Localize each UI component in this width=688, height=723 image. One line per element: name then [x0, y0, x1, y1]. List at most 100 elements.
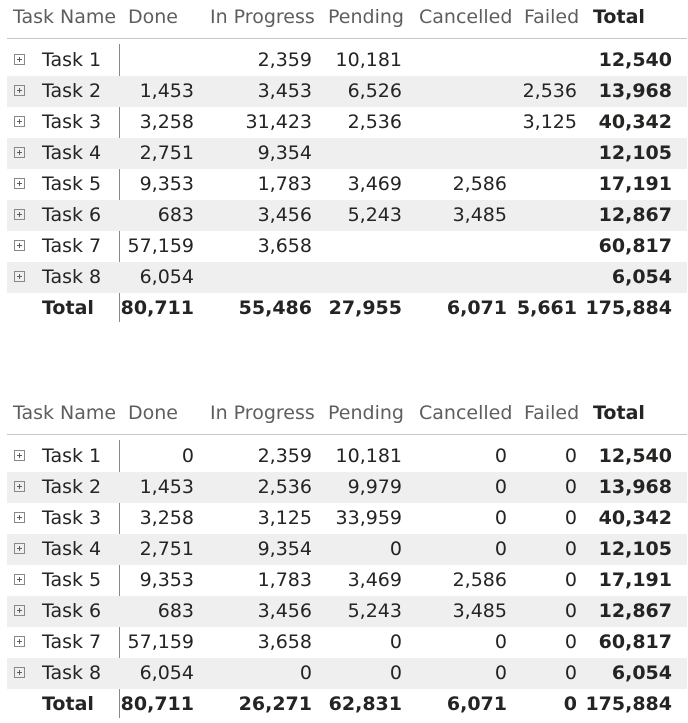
totals-label: Total	[42, 693, 94, 715]
header-pending[interactable]: Pending	[328, 402, 404, 424]
expand-plus-icon[interactable]	[14, 240, 25, 251]
cell-failed: 0	[564, 662, 577, 684]
header-failed[interactable]: Failed	[524, 402, 580, 424]
cell-cancelled: 2,586	[452, 173, 507, 195]
expand-plus-icon[interactable]	[14, 54, 25, 65]
cell-pending: 0	[389, 631, 402, 653]
total-failed: 5,661	[516, 297, 577, 319]
cell-done: 6,054	[139, 266, 194, 288]
row-label: Task 3	[42, 111, 102, 133]
total-failed: 0	[563, 693, 577, 715]
expand-plus-icon[interactable]	[14, 116, 25, 127]
cell-pending: 6,526	[347, 80, 402, 102]
totals-row: Total 80,711 55,486 27,955 6,071 5,661 175,884	[7, 293, 687, 325]
cell-done: 9,353	[139, 173, 194, 195]
cell-cancelled: 0	[494, 662, 507, 684]
cell-pending: 0	[389, 662, 402, 684]
cell-cancelled: 3,485	[452, 204, 507, 226]
row-label: Task 4	[42, 142, 102, 164]
column-header-row: Task Name Done In Progress Pending Cance…	[7, 396, 687, 435]
cell-failed: 0	[564, 569, 577, 591]
cell-total: 12,867	[598, 204, 672, 226]
cell-in-progress: 31,423	[245, 111, 312, 133]
cell-done: 57,159	[127, 235, 194, 257]
header-task-name[interactable]: Task Name	[13, 402, 117, 424]
expand-plus-icon[interactable]	[14, 450, 25, 461]
cell-done: 683	[157, 204, 194, 226]
matrix-visual-1: Task Name Done In Progress Pending Cance…	[0, 0, 688, 325]
row-label: Task 7	[42, 631, 102, 653]
row-label: Task 1	[42, 49, 102, 71]
table-row: Task 4 2,751 9,354 12,105	[7, 138, 687, 169]
expand-plus-icon[interactable]	[14, 636, 25, 647]
column-header-row: Task Name Done In Progress Pending Cance…	[7, 0, 687, 39]
cell-failed: 0	[564, 445, 577, 467]
row-label: Task 8	[42, 266, 102, 288]
cell-in-progress: 2,359	[257, 49, 312, 71]
header-cancelled[interactable]: Cancelled	[419, 6, 513, 28]
expand-plus-icon[interactable]	[14, 271, 25, 282]
total-total: 175,884	[585, 297, 672, 319]
cell-in-progress: 2,536	[257, 476, 312, 498]
cell-failed: 0	[564, 631, 577, 653]
matrix-visual-2: Task Name Done In Progress Pending Cance…	[0, 396, 688, 721]
header-in-progress[interactable]: In Progress	[210, 6, 315, 28]
expand-plus-icon[interactable]	[14, 667, 25, 678]
cell-pending: 9,979	[347, 476, 402, 498]
table-row: Task 1 0 2,359 10,181 0 0 12,540	[7, 441, 687, 472]
cell-in-progress: 3,125	[257, 507, 312, 529]
cell-in-progress: 2,359	[257, 445, 312, 467]
cell-failed: 2,536	[522, 80, 577, 102]
header-total[interactable]: Total	[593, 6, 645, 28]
header-done[interactable]: Done	[128, 6, 178, 28]
header-done[interactable]: Done	[128, 402, 178, 424]
cell-done: 1,453	[139, 80, 194, 102]
cell-in-progress: 3,658	[257, 631, 312, 653]
cell-pending: 5,243	[347, 600, 402, 622]
cell-done: 6,054	[139, 662, 194, 684]
row-label: Task 5	[42, 569, 102, 591]
cell-total: 60,817	[598, 235, 672, 257]
expand-plus-icon[interactable]	[14, 543, 25, 554]
total-in-progress: 55,486	[238, 297, 312, 319]
cell-in-progress: 0	[299, 662, 312, 684]
total-cancelled: 6,071	[446, 693, 507, 715]
cell-in-progress: 3,658	[257, 235, 312, 257]
cell-pending: 33,959	[335, 507, 402, 529]
total-done: 80,711	[120, 693, 194, 715]
row-header-divider	[119, 440, 120, 718]
cell-cancelled: 2,586	[452, 569, 507, 591]
expand-plus-icon[interactable]	[14, 147, 25, 158]
row-label: Task 1	[42, 445, 102, 467]
total-pending: 27,955	[328, 297, 402, 319]
table-row: Task 6 683 3,456 5,243 3,485 12,867	[7, 200, 687, 231]
expand-plus-icon[interactable]	[14, 481, 25, 492]
matrix-body: Task 1 0 2,359 10,181 0 0 12,540 Task 2 1,453 2,5…	[0, 441, 688, 721]
cell-cancelled: 0	[494, 476, 507, 498]
cell-total: 13,968	[598, 80, 672, 102]
cell-total: 40,342	[598, 111, 672, 133]
table-row: Task 2 1,453 2,536 9,979 0 0 13,968	[7, 472, 687, 503]
total-cancelled: 6,071	[446, 297, 507, 319]
expand-plus-icon[interactable]	[14, 512, 25, 523]
expand-plus-icon[interactable]	[14, 209, 25, 220]
cell-pending: 10,181	[335, 49, 402, 71]
cell-done: 683	[157, 600, 194, 622]
header-failed[interactable]: Failed	[524, 6, 580, 28]
header-in-progress[interactable]: In Progress	[210, 402, 315, 424]
table-row: Task 1 2,359 10,181 12,540	[7, 45, 687, 76]
row-label: Task 6	[42, 600, 102, 622]
cell-done: 9,353	[139, 569, 194, 591]
header-task-name[interactable]: Task Name	[13, 6, 117, 28]
table-row: Task 6 683 3,456 5,243 3,485 0 12,867	[7, 596, 687, 627]
cell-pending: 2,536	[347, 111, 402, 133]
expand-plus-icon[interactable]	[14, 605, 25, 616]
matrix-body: Task 1 2,359 10,181 12,540 Task 2 1,453 3,453 6…	[0, 45, 688, 325]
cell-done: 3,258	[139, 507, 194, 529]
expand-plus-icon[interactable]	[14, 85, 25, 96]
header-total[interactable]: Total	[593, 402, 645, 424]
header-pending[interactable]: Pending	[328, 6, 404, 28]
expand-plus-icon[interactable]	[14, 178, 25, 189]
expand-plus-icon[interactable]	[14, 574, 25, 585]
header-cancelled[interactable]: Cancelled	[419, 402, 513, 424]
